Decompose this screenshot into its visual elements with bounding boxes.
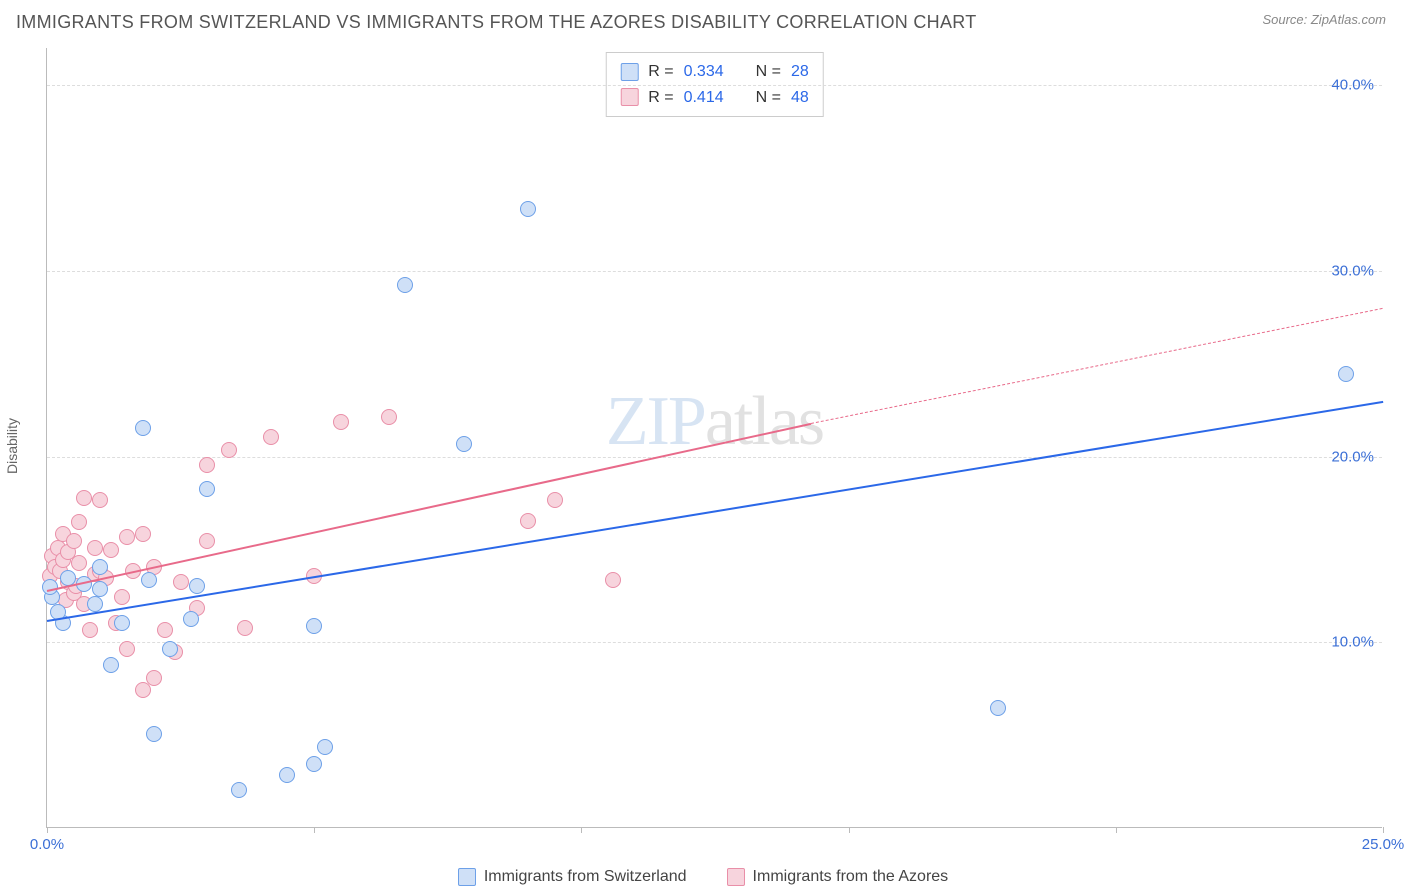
- scatter-point-s2: [71, 514, 87, 530]
- scatter-point-s2: [119, 529, 135, 545]
- scatter-point-s1: [189, 578, 205, 594]
- scatter-point-s1: [135, 420, 151, 436]
- scatter-point-s2: [119, 641, 135, 657]
- stats-row-s2: R = 0.414 N = 48: [620, 85, 809, 111]
- y-axis-title: Disability: [4, 418, 20, 474]
- scatter-point-s1: [317, 739, 333, 755]
- source-attribution: Source: ZipAtlas.com: [1262, 12, 1386, 27]
- scatter-point-s1: [1338, 366, 1354, 382]
- legend-label-s1: Immigrants from Switzerland: [484, 868, 687, 886]
- scatter-point-s1: [456, 436, 472, 452]
- trend-line-s1: [47, 401, 1383, 622]
- x-tick: [47, 827, 48, 833]
- scatter-point-s1: [183, 611, 199, 627]
- scatter-point-s2: [82, 622, 98, 638]
- swatch-s2: [620, 88, 638, 106]
- scatter-point-s1: [162, 641, 178, 657]
- scatter-point-s2: [157, 622, 173, 638]
- scatter-point-s1: [87, 596, 103, 612]
- scatter-chart: ZIPatlas R = 0.334 N = 28 R = 0.414 N = …: [46, 48, 1382, 828]
- gridline-h: [47, 271, 1382, 272]
- x-tick-label: 0.0%: [30, 836, 64, 853]
- scatter-point-s2: [520, 513, 536, 529]
- scatter-point-s2: [605, 572, 621, 588]
- x-tick: [849, 827, 850, 833]
- scatter-point-s1: [306, 618, 322, 634]
- scatter-point-s2: [333, 414, 349, 430]
- scatter-point-s1: [306, 756, 322, 772]
- scatter-point-s1: [103, 657, 119, 673]
- scatter-point-s1: [114, 615, 130, 631]
- scatter-point-s2: [92, 492, 108, 508]
- scatter-point-s1: [92, 581, 108, 597]
- swatch-s1: [458, 868, 476, 886]
- x-tick: [314, 827, 315, 833]
- scatter-point-s1: [397, 277, 413, 293]
- gridline-h: [47, 642, 1382, 643]
- trend-line-s2: [47, 423, 812, 592]
- scatter-point-s1: [990, 700, 1006, 716]
- scatter-point-s1: [92, 559, 108, 575]
- x-tick-label: 25.0%: [1362, 836, 1405, 853]
- scatter-point-s2: [547, 492, 563, 508]
- scatter-point-s2: [103, 542, 119, 558]
- swatch-s1: [620, 63, 638, 81]
- y-tick-label: 20.0%: [1331, 448, 1374, 465]
- scatter-point-s2: [146, 670, 162, 686]
- legend-item-s2: Immigrants from the Azores: [727, 868, 949, 886]
- legend-label-s2: Immigrants from the Azores: [753, 868, 949, 886]
- gridline-h: [47, 85, 1382, 86]
- scatter-point-s2: [71, 555, 87, 571]
- bottom-legend: Immigrants from Switzerland Immigrants f…: [0, 868, 1406, 886]
- scatter-point-s2: [199, 533, 215, 549]
- x-tick: [1116, 827, 1117, 833]
- scatter-point-s2: [76, 490, 92, 506]
- x-tick: [1383, 827, 1384, 833]
- trend-line-s2-ext: [811, 308, 1383, 424]
- scatter-point-s2: [114, 589, 130, 605]
- watermark: ZIPatlas: [606, 382, 823, 462]
- scatter-point-s1: [141, 572, 157, 588]
- scatter-point-s2: [199, 457, 215, 473]
- scatter-point-s1: [520, 201, 536, 217]
- y-tick-label: 10.0%: [1331, 634, 1374, 651]
- scatter-point-s2: [263, 429, 279, 445]
- scatter-point-s2: [221, 442, 237, 458]
- scatter-point-s2: [381, 409, 397, 425]
- scatter-point-s2: [237, 620, 253, 636]
- gridline-h: [47, 457, 1382, 458]
- scatter-point-s2: [87, 540, 103, 556]
- scatter-point-s1: [199, 481, 215, 497]
- scatter-point-s2: [135, 526, 151, 542]
- scatter-point-s1: [231, 782, 247, 798]
- legend-item-s1: Immigrants from Switzerland: [458, 868, 687, 886]
- y-tick-label: 30.0%: [1331, 262, 1374, 279]
- chart-title: IMMIGRANTS FROM SWITZERLAND VS IMMIGRANT…: [16, 12, 977, 33]
- y-tick-label: 40.0%: [1331, 77, 1374, 94]
- scatter-point-s1: [279, 767, 295, 783]
- x-tick: [581, 827, 582, 833]
- scatter-point-s1: [146, 726, 162, 742]
- scatter-point-s2: [173, 574, 189, 590]
- swatch-s2: [727, 868, 745, 886]
- scatter-point-s2: [66, 533, 82, 549]
- stats-row-s1: R = 0.334 N = 28: [620, 59, 809, 85]
